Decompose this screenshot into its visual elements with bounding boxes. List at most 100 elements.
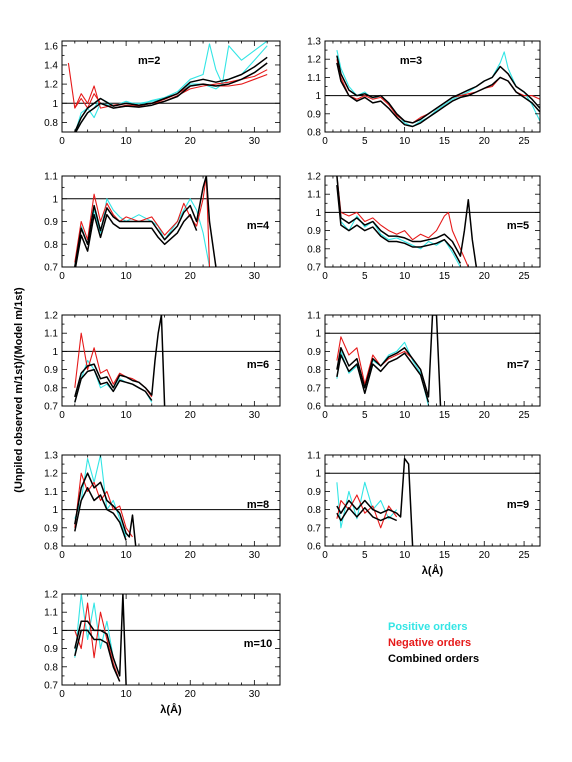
panel-label: m=2 [138,55,160,67]
panel-frame [61,40,281,133]
panel-1-plot-area [62,41,280,132]
y-tick-label: 0.9 [44,523,58,534]
x-tick-label: 15 [439,550,451,561]
series-line-combined [336,507,398,522]
x-tick-label: 20 [185,689,197,700]
y-tick-label: 1.1 [307,190,321,201]
x-tick-label: 0 [59,136,65,147]
y-tick-label: 1.2 [44,590,58,601]
x-tick-label: 25 [519,136,531,147]
panel-8: 0 5 10 15 20 25 0.6 0.7 0.8 0.9 1 1.1 m=9 λ(Å) [307,451,541,577]
panel-5-plot-area [62,315,280,406]
y-tick-label: 1.1 [307,73,321,84]
y-tick-label: 0.9 [44,217,58,228]
series-line-combined [74,315,166,406]
y-tick-label: 0.9 [307,347,321,358]
y-tick-label: 1.1 [44,487,58,498]
legend: Positive orders Negative orders Combined… [388,621,479,665]
series-line-combined [74,213,198,267]
series-line-combined [336,176,478,267]
series-line-combined [336,62,540,128]
panel-7-plot-area [62,455,280,546]
x-tick-label: 20 [479,410,491,421]
y-tick-label: 1 [52,99,58,110]
y-tick-label: 1.1 [307,311,321,322]
x-tick-label: 20 [479,550,491,561]
x-tick-label: 25 [519,271,531,282]
panel-label: m=3 [400,55,422,67]
y-axis-label: (Unpiled observed m/1st)/(Model m/1st) [13,287,25,493]
x-tick-label: 20 [479,271,491,282]
panel-label: m=8 [247,499,269,511]
series-line-positive [74,455,127,538]
x-axis-label: λ(Å) [160,703,182,716]
y-tick-label: 1 [52,505,58,516]
y-tick-label: 1.2 [44,311,58,322]
legend-negative: Negative orders [388,637,471,649]
x-tick-label: 0 [59,550,65,561]
series-line-combined [336,457,414,546]
x-tick-label: 10 [121,689,133,700]
panel-4: 0 5 10 15 20 25 0.7 0.8 0.9 1 1.1 1.2 m=5 [307,172,541,282]
y-tick-label: 1.2 [44,469,58,480]
y-tick-label: 1.2 [307,172,321,183]
series-line-positive [74,45,268,131]
series-line-combined [336,185,462,264]
series-line-negative [336,494,398,529]
y-tick-label: 1.1 [44,329,58,340]
y-tick-label: 0.7 [44,402,58,413]
x-tick-label: 10 [121,271,133,282]
x-tick-label: 0 [59,271,65,282]
panel-8-plot-area [325,457,540,546]
panel-9: 0 10 20 30 0.7 0.8 0.9 1 1.1 1.2 m=10 λ(Å) [44,590,281,716]
x-tick-label: 10 [121,136,133,147]
panel-5: 0 10 20 30 0.7 0.8 0.9 1 1.1 1.2 m=6 [44,311,281,421]
y-tick-label: 0.8 [44,662,58,673]
x-tick-label: 0 [322,550,328,561]
panel-3-plot-area [62,176,280,267]
x-tick-label: 30 [249,689,261,700]
y-tick-label: 1.2 [44,80,58,91]
series-line-combined [336,55,540,124]
x-tick-label: 20 [185,271,197,282]
y-tick-label: 1.6 [44,41,58,52]
series-line-combined [74,487,127,541]
x-tick-label: 10 [121,410,133,421]
series-line-combined [74,176,217,267]
panel-9-plot-area [62,594,280,685]
x-tick-label: 15 [439,136,451,147]
y-tick-label: 0.9 [307,109,321,120]
y-tick-label: 0.7 [307,523,321,534]
panel-label: m=5 [507,220,529,232]
x-tick-label: 30 [249,550,261,561]
panel-label: m=4 [247,220,270,232]
x-tick-label: 30 [249,136,261,147]
y-tick-label: 0.6 [307,402,321,413]
x-tick-label: 0 [322,271,328,282]
series-line-combined [336,352,430,403]
x-tick-label: 0 [59,410,65,421]
series-line-combined [74,56,268,132]
series-line-negative [67,62,268,109]
series-line-negative [74,602,121,682]
y-tick-label: 1.1 [44,172,58,183]
x-tick-label: 30 [249,271,261,282]
x-tick-label: 5 [362,410,368,421]
y-tick-label: 0.7 [44,263,58,274]
x-tick-label: 15 [439,271,451,282]
series-line-combined [74,472,137,546]
x-tick-label: 10 [399,136,411,147]
panel-6-plot-area [325,315,540,406]
legend-positive: Positive orders [388,621,467,633]
y-tick-label: 1 [315,208,321,219]
x-tick-label: 0 [322,136,328,147]
y-tick-label: 1.1 [307,451,321,462]
x-tick-label: 10 [399,550,411,561]
y-tick-label: 0.8 [307,505,321,516]
x-tick-label: 5 [362,271,368,282]
series-line-negative [74,176,211,267]
y-tick-label: 1.3 [307,37,321,48]
panel-3: 0 10 20 30 0.7 0.8 0.9 1 1.1 m=4 [44,172,281,282]
series-line-positive [68,41,268,132]
y-tick-label: 0.9 [307,226,321,237]
